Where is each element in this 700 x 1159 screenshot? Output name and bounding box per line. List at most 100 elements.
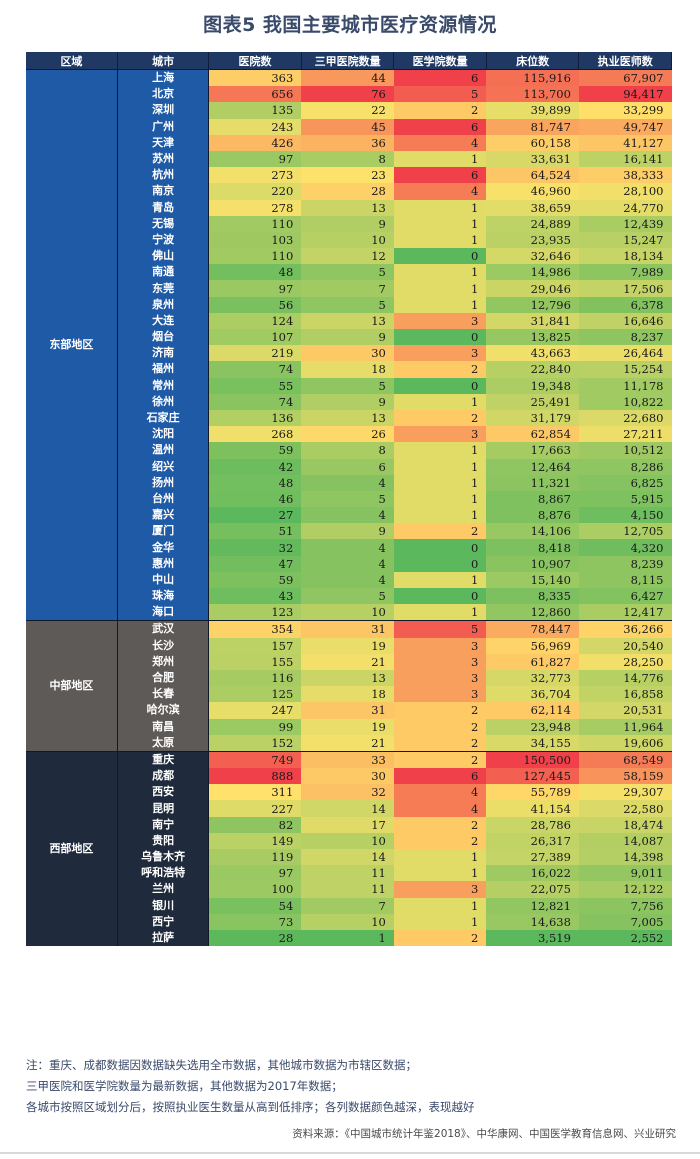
medical-schools-cell: 2	[393, 523, 487, 540]
tier3-hospitals-cell: 5	[301, 296, 394, 313]
beds-cell: 29,046	[486, 280, 579, 297]
table-row: 绍兴 42 6 1 12,464 8,286	[26, 458, 672, 475]
beds-cell: 3,519	[486, 929, 579, 947]
city-cell: 武汉	[117, 620, 210, 638]
tier3-hospitals-cell: 26	[301, 426, 394, 443]
beds-cell: 19,348	[486, 377, 579, 394]
hospitals-cell: 43	[208, 588, 302, 605]
medical-schools-cell: 6	[393, 167, 487, 184]
tier3-hospitals-cell: 5	[301, 264, 394, 281]
hospitals-cell: 54	[208, 897, 302, 914]
hospitals-cell: 149	[208, 832, 302, 849]
physicians-cell: 12,417	[578, 604, 672, 621]
tier3-hospitals-cell: 4	[301, 571, 394, 588]
tier3-hospitals-cell: 36	[301, 134, 394, 151]
table-row: 惠州 47 4 0 10,907 8,239	[26, 555, 672, 572]
city-cell: 惠州	[117, 555, 210, 572]
beds-cell: 12,464	[486, 458, 579, 475]
table-row: 福州 74 18 2 22,840 15,254	[26, 361, 672, 378]
hospitals-cell: 74	[208, 361, 302, 378]
city-cell: 长沙	[117, 637, 210, 654]
tier3-hospitals-cell: 17	[301, 816, 394, 833]
table-row: 乌鲁木齐 119 14 1 27,389 14,398	[26, 849, 672, 866]
city-cell: 泉州	[117, 296, 210, 313]
physicians-cell: 7,756	[578, 897, 672, 914]
physicians-cell: 28,100	[578, 183, 672, 200]
tier3-hospitals-cell: 30	[301, 345, 394, 362]
beds-cell: 31,841	[486, 312, 579, 329]
medical-schools-cell: 0	[393, 377, 487, 394]
medical-schools-cell: 0	[393, 248, 487, 265]
medical-schools-cell: 1	[393, 865, 487, 882]
tier3-hospitals-cell: 9	[301, 393, 394, 410]
city-cell: 南宁	[117, 816, 210, 833]
physicians-cell: 6,825	[578, 474, 672, 491]
medical-schools-cell: 6	[393, 768, 487, 785]
beds-cell: 24,889	[486, 215, 579, 232]
physicians-cell: 12,439	[578, 215, 672, 232]
city-cell: 佛山	[117, 248, 210, 265]
physicians-cell: 17,506	[578, 280, 672, 297]
table-row: 成都 888 30 6 127,445 58,159	[26, 768, 672, 785]
medical-schools-cell: 1	[393, 442, 487, 459]
medical-schools-cell: 1	[393, 897, 487, 914]
physicians-cell: 24,770	[578, 199, 672, 216]
hospitals-cell: 125	[208, 686, 302, 703]
physicians-cell: 28,250	[578, 653, 672, 670]
table-row: 西宁 73 10 1 14,638 7,005	[26, 913, 672, 930]
physicians-cell: 49,747	[578, 118, 672, 135]
physicians-cell: 36,266	[578, 620, 672, 638]
beds-cell: 61,827	[486, 653, 579, 670]
beds-cell: 56,969	[486, 637, 579, 654]
tier3-hospitals-cell: 18	[301, 361, 394, 378]
physicians-cell: 22,680	[578, 409, 672, 427]
medical-schools-cell: 0	[393, 588, 487, 605]
tier3-hospitals-cell: 10	[301, 832, 394, 849]
physicians-cell: 9,011	[578, 865, 672, 882]
table-row: 苏州 97 8 1 33,631 16,141	[26, 150, 672, 168]
beds-cell: 113,700	[486, 86, 579, 103]
medical-schools-cell: 2	[393, 102, 487, 119]
beds-cell: 150,500	[486, 750, 579, 769]
city-cell: 西宁	[117, 913, 210, 930]
hospitals-cell: 27	[208, 507, 302, 524]
physicians-cell: 6,427	[578, 588, 672, 605]
beds-cell: 41,154	[486, 800, 579, 817]
city-cell: 长春	[117, 686, 210, 703]
beds-cell: 81,747	[486, 118, 579, 135]
physicians-cell: 58,159	[578, 768, 672, 785]
physicians-cell: 26,464	[578, 345, 672, 362]
medical-schools-cell: 0	[393, 555, 487, 572]
table-row: 南通 48 5 1 14,986 7,989	[26, 264, 672, 281]
column-header-physicians: 执业医师数	[578, 52, 672, 70]
city-cell: 温州	[117, 442, 210, 459]
hospitals-cell: 28	[208, 929, 302, 947]
tier3-hospitals-cell: 19	[301, 637, 394, 654]
beds-cell: 32,646	[486, 248, 579, 265]
physicians-cell: 6,378	[578, 296, 672, 313]
city-cell: 南京	[117, 183, 210, 200]
hospitals-cell: 48	[208, 264, 302, 281]
region-cell: 东部地区	[26, 68, 118, 621]
hospitals-cell: 56	[208, 296, 302, 313]
city-cell: 上海	[117, 69, 210, 87]
medical-schools-cell: 5	[393, 620, 487, 638]
table-row: 徐州 74 9 1 25,491 10,822	[26, 393, 672, 410]
table-row: 北京 656 76 5 113,700 94,417	[26, 86, 672, 103]
hospitals-cell: 107	[208, 329, 302, 346]
physicians-cell: 10,822	[578, 393, 672, 410]
beds-cell: 12,796	[486, 296, 579, 313]
city-cell: 珠海	[117, 588, 210, 605]
table-row: 金华 32 4 0 8,418 4,320	[26, 539, 672, 556]
hospitals-cell: 55	[208, 377, 302, 394]
table-row: 拉萨 28 1 2 3,519 2,552	[26, 929, 672, 947]
physicians-cell: 14,776	[578, 669, 672, 687]
physicians-cell: 14,398	[578, 849, 672, 866]
medical-schools-cell: 1	[393, 849, 487, 866]
hospitals-cell: 110	[208, 215, 302, 232]
beds-cell: 62,854	[486, 426, 579, 443]
table-row: 南宁 82 17 2 28,786 18,474	[26, 816, 672, 833]
hospitals-cell: 47	[208, 555, 302, 572]
hospitals-cell: 155	[208, 653, 302, 670]
hospitals-cell: 354	[208, 620, 302, 638]
